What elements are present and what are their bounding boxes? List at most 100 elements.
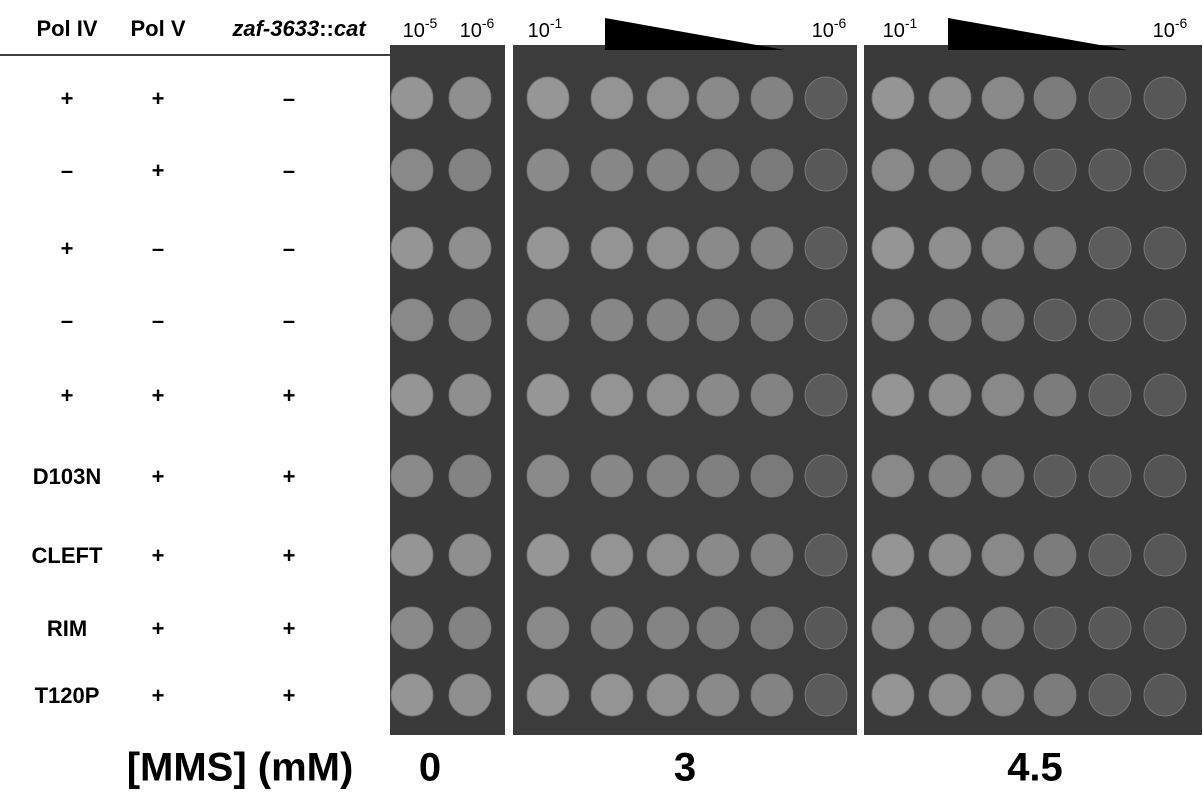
colony-spot — [928, 454, 972, 498]
genotype-cell: D103N — [33, 464, 101, 489]
header-part: cat — [334, 16, 367, 41]
dilution-base: 10 — [460, 20, 482, 42]
colony-spot — [981, 373, 1025, 417]
colony-spot — [390, 76, 434, 120]
colony-spot — [1033, 298, 1077, 342]
colony-spot — [981, 148, 1025, 192]
colony-spot — [646, 606, 690, 650]
colony-spot — [526, 533, 570, 577]
colony-spot — [590, 454, 634, 498]
colony-spot — [1088, 148, 1132, 192]
genotype-cell: + — [152, 383, 165, 408]
colony-spot — [804, 76, 848, 120]
colony-spot — [1143, 298, 1187, 342]
genotype-cell: + — [61, 236, 74, 261]
colony-spot — [590, 148, 634, 192]
colony-spot — [750, 606, 794, 650]
dilution-label: 10-1 — [528, 15, 563, 43]
colony-spot — [928, 76, 972, 120]
colony-spot — [1143, 454, 1187, 498]
colony-spot — [390, 533, 434, 577]
genotype-cell: + — [283, 464, 296, 489]
colony-spot — [696, 673, 740, 717]
dilution-exponent: -1 — [550, 15, 563, 31]
colony-spot — [750, 226, 794, 270]
genotype-cell: RIM — [47, 616, 87, 641]
header-part: :: — [319, 16, 334, 41]
colony-spot — [871, 148, 915, 192]
colony-spot — [590, 373, 634, 417]
colony-spot — [1143, 148, 1187, 192]
colony-spot — [590, 606, 634, 650]
genotype-cell: + — [152, 543, 165, 568]
colony-spot — [804, 298, 848, 342]
mms-concentration: 3 — [674, 746, 696, 790]
dilution-label: 10-5 — [403, 15, 438, 43]
genotype-cell: + — [152, 158, 165, 183]
colony-spot — [871, 226, 915, 270]
colony-spot — [526, 148, 570, 192]
colony-spot — [590, 298, 634, 342]
colony-spot — [750, 533, 794, 577]
colony-spot — [871, 454, 915, 498]
genotype-cell: CLEFT — [32, 543, 103, 568]
colony-spot — [526, 373, 570, 417]
colony-spot — [390, 148, 434, 192]
colony-spot — [928, 673, 972, 717]
colony-spot — [646, 76, 690, 120]
colony-spot — [696, 298, 740, 342]
dilution-exponent: -6 — [834, 15, 847, 31]
footer-label: [MMS] (mM) — [127, 746, 354, 790]
colony-spot — [526, 454, 570, 498]
colony-spot — [928, 298, 972, 342]
colony-spot — [750, 298, 794, 342]
colony-spot — [1033, 673, 1077, 717]
genotype-cell: + — [152, 464, 165, 489]
colony-spot — [1143, 226, 1187, 270]
colony-spot — [1143, 76, 1187, 120]
dilution-label: 10-6 — [1153, 15, 1188, 43]
colony-spot — [448, 373, 492, 417]
colony-spot — [750, 76, 794, 120]
genotype-cell: – — [283, 236, 295, 261]
colony-spot — [390, 673, 434, 717]
dilution-base: 10 — [883, 20, 905, 42]
dilution-base: 10 — [812, 20, 834, 42]
dilution-base: 10 — [403, 20, 425, 42]
colony-spot — [448, 606, 492, 650]
column-header: zaf-3633::cat — [231, 16, 367, 41]
colony-spot — [448, 454, 492, 498]
colony-spot — [448, 226, 492, 270]
colony-spot — [981, 226, 1025, 270]
colony-spot — [646, 673, 690, 717]
colony-spot — [750, 148, 794, 192]
colony-spot — [981, 533, 1025, 577]
colony-spot — [928, 226, 972, 270]
colony-spot — [1033, 148, 1077, 192]
dilution-label: 10-1 — [883, 15, 918, 43]
genotype-cell: – — [283, 308, 295, 333]
genotype-cell: + — [283, 616, 296, 641]
colony-spot — [1088, 226, 1132, 270]
colony-spot — [981, 76, 1025, 120]
colony-spot — [981, 606, 1025, 650]
colony-spot — [646, 533, 690, 577]
genotype-cell: – — [283, 158, 295, 183]
colony-spot — [750, 373, 794, 417]
genotype-cell: + — [283, 383, 296, 408]
colony-spot — [696, 226, 740, 270]
column-header: Pol IV — [36, 16, 97, 41]
colony-spot — [871, 76, 915, 120]
colony-spot — [390, 298, 434, 342]
colony-spot — [928, 373, 972, 417]
colony-spot — [646, 148, 690, 192]
colony-spot — [390, 454, 434, 498]
colony-spot — [1088, 673, 1132, 717]
colony-spot — [1088, 533, 1132, 577]
colony-spot — [804, 606, 848, 650]
genotype-cell: T120P — [35, 683, 100, 708]
colony-spot — [526, 76, 570, 120]
colony-spot — [871, 673, 915, 717]
colony-spot — [871, 373, 915, 417]
